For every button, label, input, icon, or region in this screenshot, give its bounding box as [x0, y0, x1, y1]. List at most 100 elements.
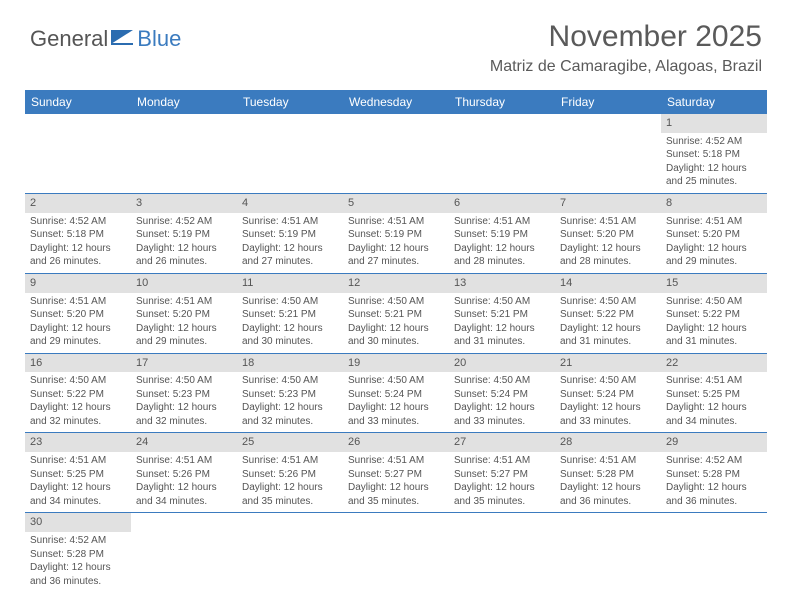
day-details: Sunrise: 4:51 AMSunset: 5:28 PMDaylight:…: [555, 452, 661, 512]
sunset-line: Sunset: 5:22 PM: [560, 308, 656, 322]
sunset-line: Sunset: 5:23 PM: [136, 388, 232, 402]
calendar-cell: 12Sunrise: 4:50 AMSunset: 5:21 PMDayligh…: [343, 273, 449, 353]
sunrise-line: Sunrise: 4:50 AM: [136, 374, 232, 388]
calendar-cell: [661, 513, 767, 592]
daylight-line: Daylight: 12 hours and 34 minutes.: [666, 401, 762, 428]
day-number: 8: [661, 194, 767, 213]
calendar-cell: 16Sunrise: 4:50 AMSunset: 5:22 PMDayligh…: [25, 353, 131, 433]
daylight-line: Daylight: 12 hours and 36 minutes.: [30, 561, 126, 588]
calendar-cell: 4Sunrise: 4:51 AMSunset: 5:19 PMDaylight…: [237, 193, 343, 273]
calendar-cell: 11Sunrise: 4:50 AMSunset: 5:21 PMDayligh…: [237, 273, 343, 353]
calendar-cell: 27Sunrise: 4:51 AMSunset: 5:27 PMDayligh…: [449, 433, 555, 513]
day-number: 7: [555, 194, 661, 213]
calendar-cell: 14Sunrise: 4:50 AMSunset: 5:22 PMDayligh…: [555, 273, 661, 353]
sunset-line: Sunset: 5:19 PM: [136, 228, 232, 242]
calendar-cell: [237, 114, 343, 193]
sunset-line: Sunset: 5:25 PM: [30, 468, 126, 482]
daylight-line: Daylight: 12 hours and 33 minutes.: [560, 401, 656, 428]
day-number: 11: [237, 274, 343, 293]
day-details: Sunrise: 4:51 AMSunset: 5:20 PMDaylight:…: [555, 213, 661, 273]
day-details: Sunrise: 4:50 AMSunset: 5:24 PMDaylight:…: [343, 372, 449, 432]
day-number: 2: [25, 194, 131, 213]
calendar-header-row: SundayMondayTuesdayWednesdayThursdayFrid…: [25, 90, 767, 114]
calendar-cell: 3Sunrise: 4:52 AMSunset: 5:19 PMDaylight…: [131, 193, 237, 273]
sunset-line: Sunset: 5:18 PM: [30, 228, 126, 242]
daylight-line: Daylight: 12 hours and 36 minutes.: [666, 481, 762, 508]
sunset-line: Sunset: 5:24 PM: [454, 388, 550, 402]
day-details: Sunrise: 4:51 AMSunset: 5:20 PMDaylight:…: [661, 213, 767, 273]
day-number: 17: [131, 354, 237, 373]
daylight-line: Daylight: 12 hours and 32 minutes.: [136, 401, 232, 428]
day-details: Sunrise: 4:50 AMSunset: 5:22 PMDaylight:…: [25, 372, 131, 432]
sunrise-line: Sunrise: 4:51 AM: [560, 454, 656, 468]
sunset-line: Sunset: 5:27 PM: [348, 468, 444, 482]
day-details: Sunrise: 4:51 AMSunset: 5:25 PMDaylight:…: [25, 452, 131, 512]
calendar-week: 9Sunrise: 4:51 AMSunset: 5:20 PMDaylight…: [25, 273, 767, 353]
daylight-line: Daylight: 12 hours and 29 minutes.: [30, 322, 126, 349]
day-number: 6: [449, 194, 555, 213]
daylight-line: Daylight: 12 hours and 35 minutes.: [348, 481, 444, 508]
sunset-line: Sunset: 5:26 PM: [242, 468, 338, 482]
logo: General Blue: [30, 20, 181, 52]
sunset-line: Sunset: 5:26 PM: [136, 468, 232, 482]
daylight-line: Daylight: 12 hours and 32 minutes.: [30, 401, 126, 428]
calendar-cell: 5Sunrise: 4:51 AMSunset: 5:19 PMDaylight…: [343, 193, 449, 273]
day-details: Sunrise: 4:51 AMSunset: 5:19 PMDaylight:…: [449, 213, 555, 273]
day-number: 19: [343, 354, 449, 373]
sunrise-line: Sunrise: 4:50 AM: [560, 295, 656, 309]
day-number: 26: [343, 433, 449, 452]
calendar-cell: [343, 114, 449, 193]
daylight-line: Daylight: 12 hours and 26 minutes.: [30, 242, 126, 269]
daylight-line: Daylight: 12 hours and 31 minutes.: [666, 322, 762, 349]
day-number: 24: [131, 433, 237, 452]
daylight-line: Daylight: 12 hours and 34 minutes.: [30, 481, 126, 508]
daylight-line: Daylight: 12 hours and 36 minutes.: [560, 481, 656, 508]
column-header: Wednesday: [343, 90, 449, 114]
calendar-week: 30Sunrise: 4:52 AMSunset: 5:28 PMDayligh…: [25, 513, 767, 592]
day-number: 5: [343, 194, 449, 213]
sunrise-line: Sunrise: 4:50 AM: [348, 374, 444, 388]
sunrise-line: Sunrise: 4:52 AM: [136, 215, 232, 229]
daylight-line: Daylight: 12 hours and 35 minutes.: [454, 481, 550, 508]
daylight-line: Daylight: 12 hours and 32 minutes.: [242, 401, 338, 428]
sunrise-line: Sunrise: 4:50 AM: [454, 295, 550, 309]
daylight-line: Daylight: 12 hours and 30 minutes.: [242, 322, 338, 349]
day-details: Sunrise: 4:50 AMSunset: 5:23 PMDaylight:…: [131, 372, 237, 432]
sunset-line: Sunset: 5:19 PM: [348, 228, 444, 242]
day-number: 18: [237, 354, 343, 373]
header: General Blue November 2025 Matriz de Cam…: [0, 0, 792, 84]
day-details: Sunrise: 4:51 AMSunset: 5:26 PMDaylight:…: [237, 452, 343, 512]
title-block: November 2025 Matriz de Camaragibe, Alag…: [490, 20, 762, 76]
sunrise-line: Sunrise: 4:51 AM: [666, 374, 762, 388]
sunrise-line: Sunrise: 4:51 AM: [666, 215, 762, 229]
sunset-line: Sunset: 5:28 PM: [666, 468, 762, 482]
sunrise-line: Sunrise: 4:52 AM: [666, 454, 762, 468]
day-number: 9: [25, 274, 131, 293]
sunrise-line: Sunrise: 4:51 AM: [242, 215, 338, 229]
sunrise-line: Sunrise: 4:50 AM: [30, 374, 126, 388]
day-details: Sunrise: 4:50 AMSunset: 5:21 PMDaylight:…: [449, 293, 555, 353]
sunset-line: Sunset: 5:18 PM: [666, 148, 762, 162]
sunrise-line: Sunrise: 4:50 AM: [348, 295, 444, 309]
calendar-cell: [237, 513, 343, 592]
calendar-cell: 28Sunrise: 4:51 AMSunset: 5:28 PMDayligh…: [555, 433, 661, 513]
day-details: Sunrise: 4:52 AMSunset: 5:18 PMDaylight:…: [25, 213, 131, 273]
day-details: Sunrise: 4:52 AMSunset: 5:19 PMDaylight:…: [131, 213, 237, 273]
calendar-cell: [343, 513, 449, 592]
day-details: Sunrise: 4:51 AMSunset: 5:20 PMDaylight:…: [25, 293, 131, 353]
sunset-line: Sunset: 5:21 PM: [242, 308, 338, 322]
sunset-line: Sunset: 5:27 PM: [454, 468, 550, 482]
calendar-cell: 19Sunrise: 4:50 AMSunset: 5:24 PMDayligh…: [343, 353, 449, 433]
day-details: Sunrise: 4:50 AMSunset: 5:21 PMDaylight:…: [237, 293, 343, 353]
sunset-line: Sunset: 5:22 PM: [666, 308, 762, 322]
column-header: Monday: [131, 90, 237, 114]
calendar-week: 16Sunrise: 4:50 AMSunset: 5:22 PMDayligh…: [25, 353, 767, 433]
sunset-line: Sunset: 5:28 PM: [560, 468, 656, 482]
sunset-line: Sunset: 5:19 PM: [242, 228, 338, 242]
sunset-line: Sunset: 5:24 PM: [348, 388, 444, 402]
sunset-line: Sunset: 5:21 PM: [454, 308, 550, 322]
calendar-cell: 24Sunrise: 4:51 AMSunset: 5:26 PMDayligh…: [131, 433, 237, 513]
sunrise-line: Sunrise: 4:51 AM: [30, 454, 126, 468]
sunrise-line: Sunrise: 4:50 AM: [666, 295, 762, 309]
calendar-cell: 17Sunrise: 4:50 AMSunset: 5:23 PMDayligh…: [131, 353, 237, 433]
